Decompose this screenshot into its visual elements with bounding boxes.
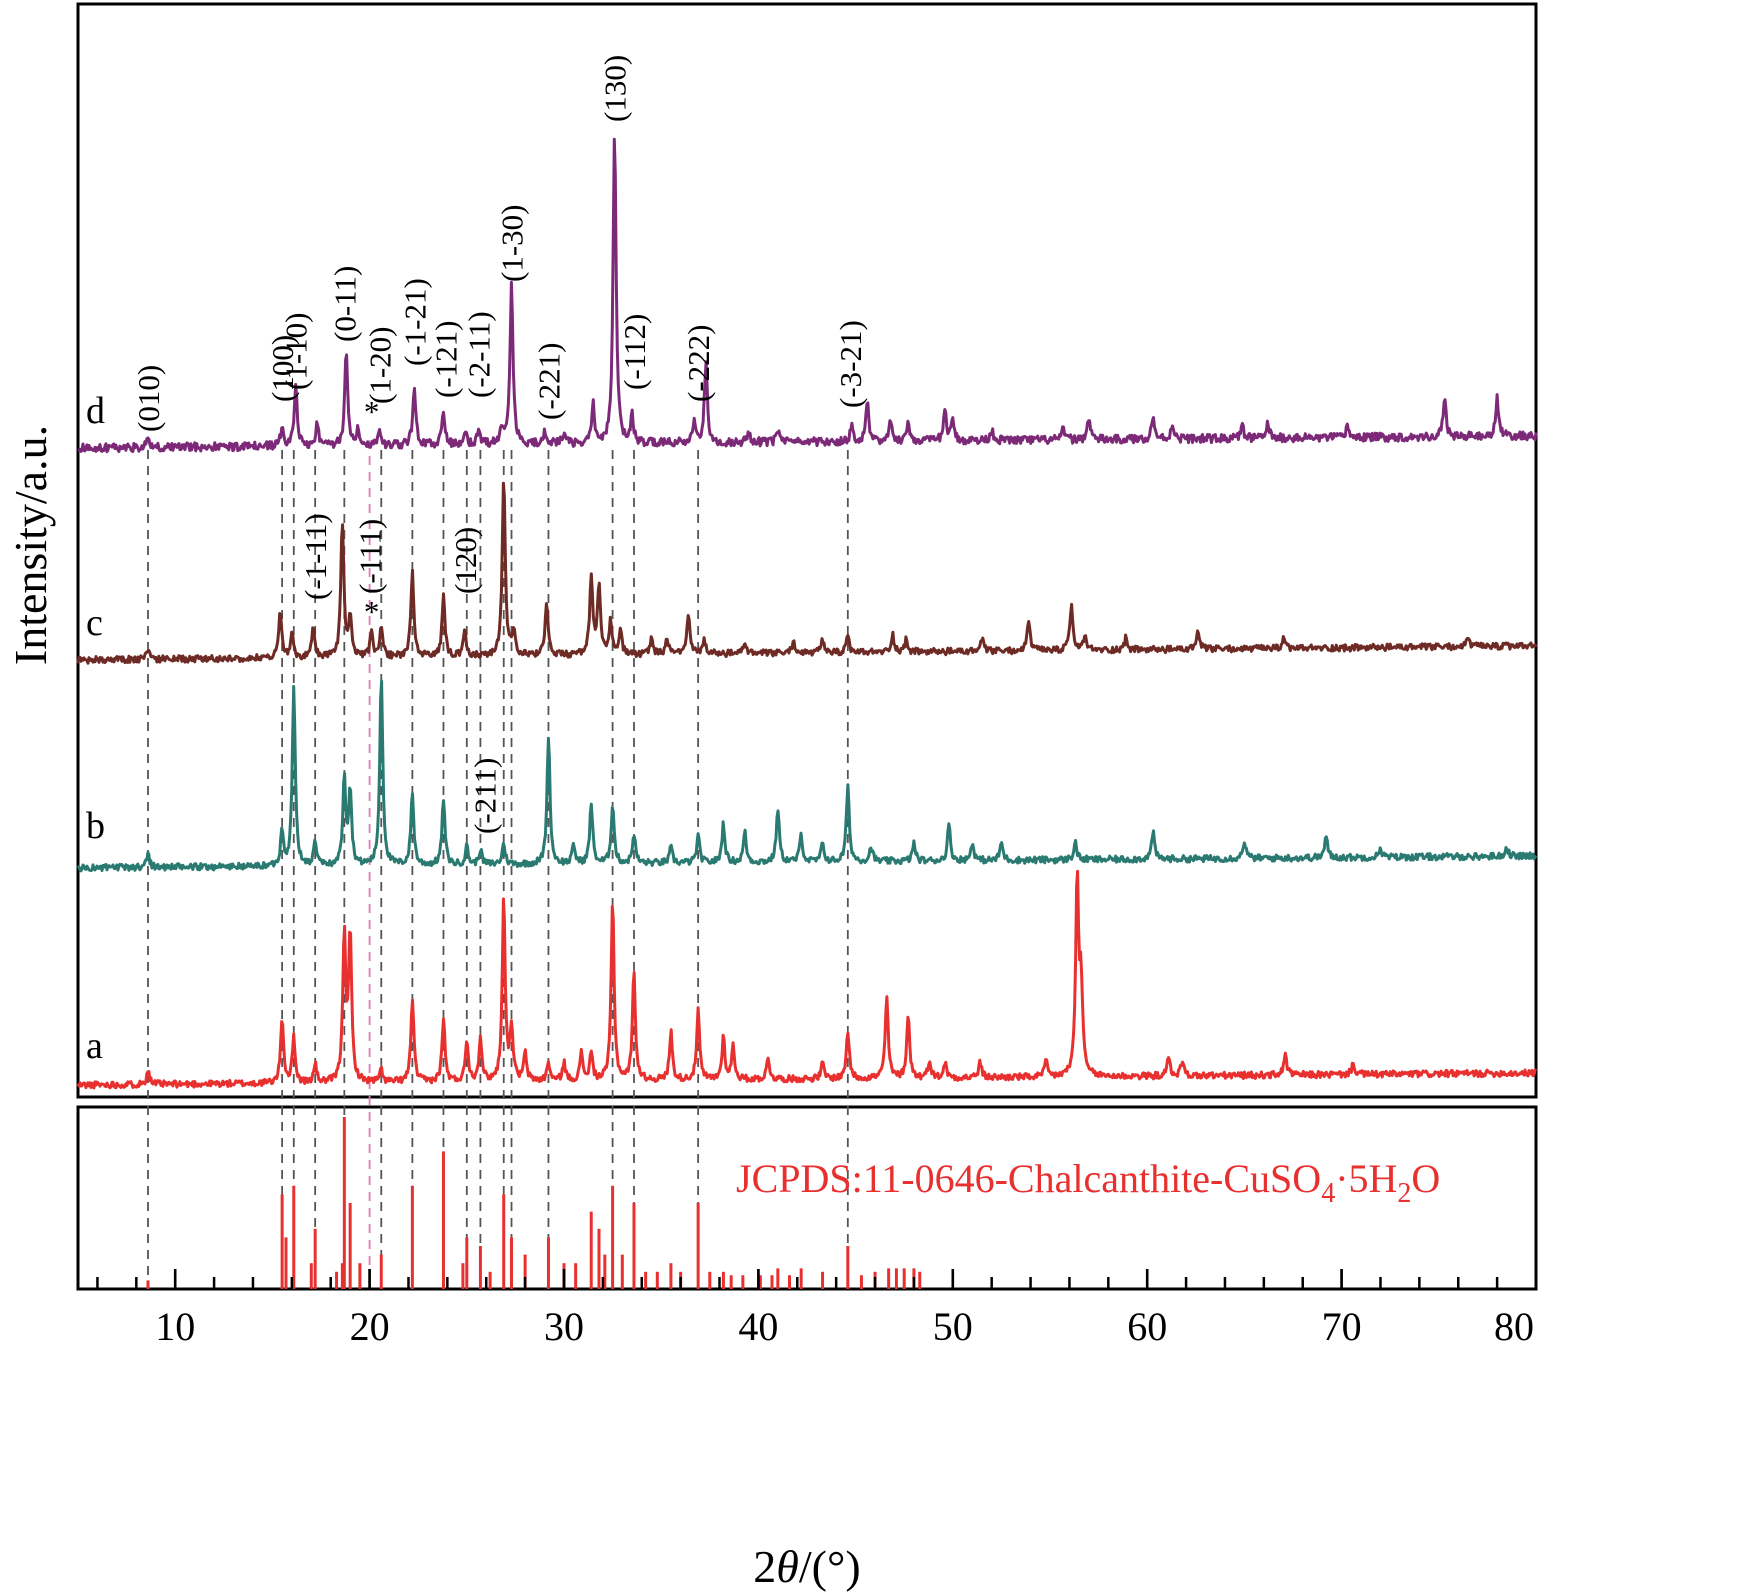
reference-sticks — [146, 1117, 922, 1289]
x-tick-label: 50 — [933, 1304, 973, 1349]
hkl-label: (-222) — [681, 325, 716, 402]
hkl-label: (-211) — [467, 758, 502, 834]
curve-label-c: c — [86, 602, 103, 644]
curve-label-d: d — [86, 390, 105, 432]
hkl-label: (120) — [448, 527, 483, 594]
curve-b — [76, 679, 1538, 873]
hkl-label: (-121) — [428, 321, 463, 398]
reference-panel-frame — [76, 1105, 1538, 1291]
xrd-curves — [76, 137, 1538, 1090]
curve-label-a: a — [86, 1025, 103, 1067]
curve-label-b: b — [86, 805, 105, 847]
x-tick-label: 30 — [544, 1304, 584, 1349]
y-axis-title: Intensity/a.u. — [5, 425, 56, 665]
x-axis-title: 2θ/(°) — [753, 1541, 860, 1592]
hkl-label: (-3-21) — [833, 320, 868, 408]
star-mark: * — [364, 394, 380, 429]
curve-a — [76, 869, 1537, 1090]
curve-c — [76, 481, 1538, 665]
hkl-label: (0-11) — [327, 266, 362, 342]
hkl-label: (-112) — [617, 314, 652, 390]
reference-label: JCPDS:11-0646-Chalcanthite-CuSO4·5H2O — [736, 1156, 1440, 1209]
hkl-label: (1-10) — [279, 313, 314, 390]
curve-d — [77, 137, 1538, 454]
x-tick-label: 60 — [1127, 1304, 1167, 1349]
x-tick-label: 40 — [738, 1304, 778, 1349]
hkl-label: (130) — [598, 55, 633, 122]
hkl-label: (-1-11) — [298, 513, 333, 600]
hkl-label: (-111) — [353, 519, 388, 594]
hkl-label: (-221) — [531, 343, 566, 420]
main-panel-frame — [76, 2, 1538, 1099]
x-tick-label: 80 — [1494, 1304, 1534, 1349]
x-axis-ticks: 10 20 30 40 50 60 70 80 — [96, 1269, 1534, 1349]
hkl-label: (1-20) — [362, 327, 397, 404]
hkl-label: (-2-11) — [462, 311, 497, 398]
star-mark: * — [364, 594, 380, 629]
hkl-label: (1-30) — [495, 205, 530, 282]
hkl-label: (100) — [265, 335, 300, 402]
hkl-label: (010) — [131, 365, 166, 432]
x-tick-label: 20 — [350, 1304, 390, 1349]
hkl-label: (-1-21) — [397, 278, 432, 366]
x-tick-label: 70 — [1322, 1304, 1362, 1349]
x-tick-label: 10 — [155, 1304, 195, 1349]
